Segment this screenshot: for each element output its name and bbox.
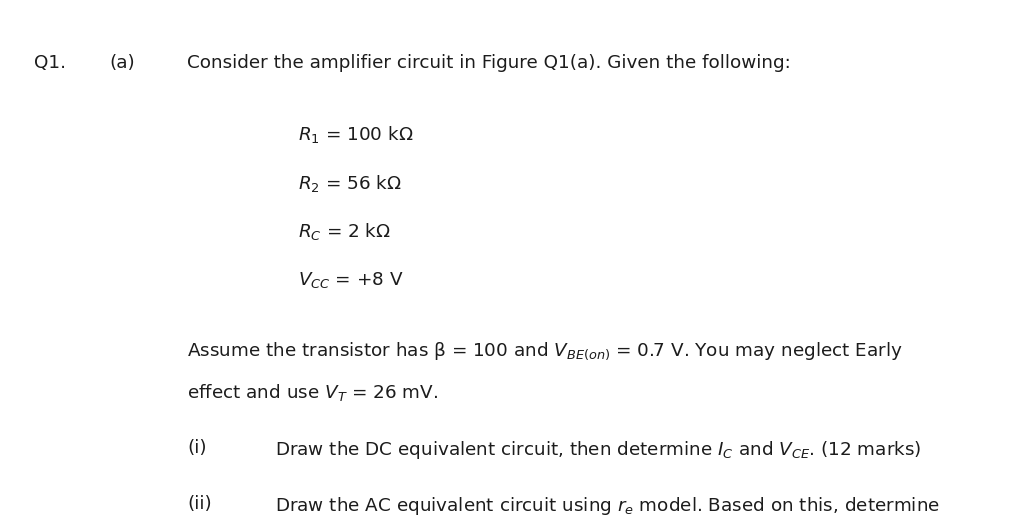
Text: Assume the transistor has β = 100 and $V_{BE(on)}$ = 0.7 V. You may neglect Earl: Assume the transistor has β = 100 and $V…: [187, 340, 903, 362]
Text: Q1.: Q1.: [34, 54, 67, 72]
Text: Consider the amplifier circuit in Figure Q1(a). Given the following:: Consider the amplifier circuit in Figure…: [187, 54, 791, 72]
Text: (i): (i): [187, 439, 206, 457]
Text: Draw the DC equivalent circuit, then determine $I_C$ and $V_{CE}$. (12 marks): Draw the DC equivalent circuit, then det…: [275, 439, 921, 461]
Text: $V_{CC}$ = +8 V: $V_{CC}$ = +8 V: [298, 270, 403, 290]
Text: Draw the AC equivalent circuit using $r_e$ model. Based on this, determine: Draw the AC equivalent circuit using $r_…: [275, 495, 940, 515]
Text: $R_1$ = 100 kΩ: $R_1$ = 100 kΩ: [298, 124, 413, 145]
Text: (ii): (ii): [187, 495, 211, 513]
Text: $R_C$ = 2 kΩ: $R_C$ = 2 kΩ: [298, 221, 391, 243]
Text: (a): (a): [109, 54, 134, 72]
Text: effect and use $V_T$ = 26 mV.: effect and use $V_T$ = 26 mV.: [187, 382, 438, 403]
Text: $R_2$ = 56 kΩ: $R_2$ = 56 kΩ: [298, 173, 402, 194]
